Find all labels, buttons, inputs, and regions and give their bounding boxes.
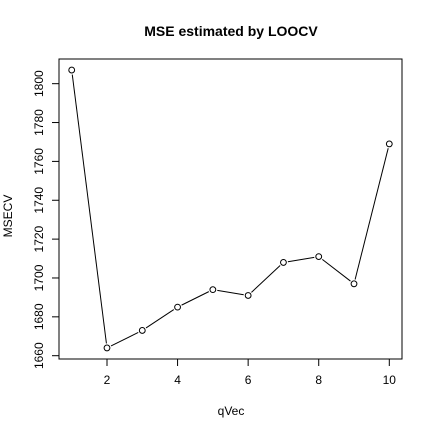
y-axis-label: MSECV <box>1 195 15 238</box>
y-axis: 1660 1680 1700 1720 1740 1760 1780 1800 <box>32 70 60 369</box>
data-point <box>385 140 393 148</box>
series-line-segment <box>217 289 244 296</box>
data-point <box>350 280 358 288</box>
data-point <box>315 253 323 261</box>
series-line-segment <box>251 265 281 293</box>
data-point <box>280 259 287 266</box>
series-line-segment <box>181 291 210 306</box>
x-tick-label: 10 <box>383 373 397 387</box>
x-tick-label: 6 <box>245 373 252 387</box>
chart-title: MSE estimated by LOOCV <box>144 23 318 39</box>
series-group <box>68 66 393 352</box>
data-point <box>103 344 111 352</box>
y-tick-label: 1720 <box>32 225 46 252</box>
series-line-segment <box>321 258 351 282</box>
data-point <box>174 303 181 311</box>
y-tick-label: 1760 <box>32 148 46 175</box>
x-axis: 2 4 6 8 10 <box>104 358 397 387</box>
x-tick-label: 4 <box>174 373 181 387</box>
y-tick-label: 1800 <box>32 70 46 97</box>
y-tick-label: 1780 <box>32 109 46 136</box>
series-line-segment <box>287 256 315 263</box>
y-tick-label: 1700 <box>32 264 46 291</box>
x-axis-label: qVec <box>218 404 245 418</box>
y-tick-label: 1680 <box>32 303 46 330</box>
data-point <box>68 66 76 74</box>
data-point <box>138 327 146 334</box>
data-point <box>244 292 252 299</box>
x-tick-label: 8 <box>315 373 322 387</box>
series-line-segment <box>145 309 175 329</box>
data-point <box>209 286 217 294</box>
series-line-segment <box>110 331 139 347</box>
y-tick-label: 1660 <box>32 342 46 369</box>
x-tick-label: 2 <box>104 373 111 387</box>
y-tick-label: 1740 <box>32 187 46 214</box>
series-line-segment <box>71 74 107 344</box>
series-line-segment <box>354 148 389 280</box>
